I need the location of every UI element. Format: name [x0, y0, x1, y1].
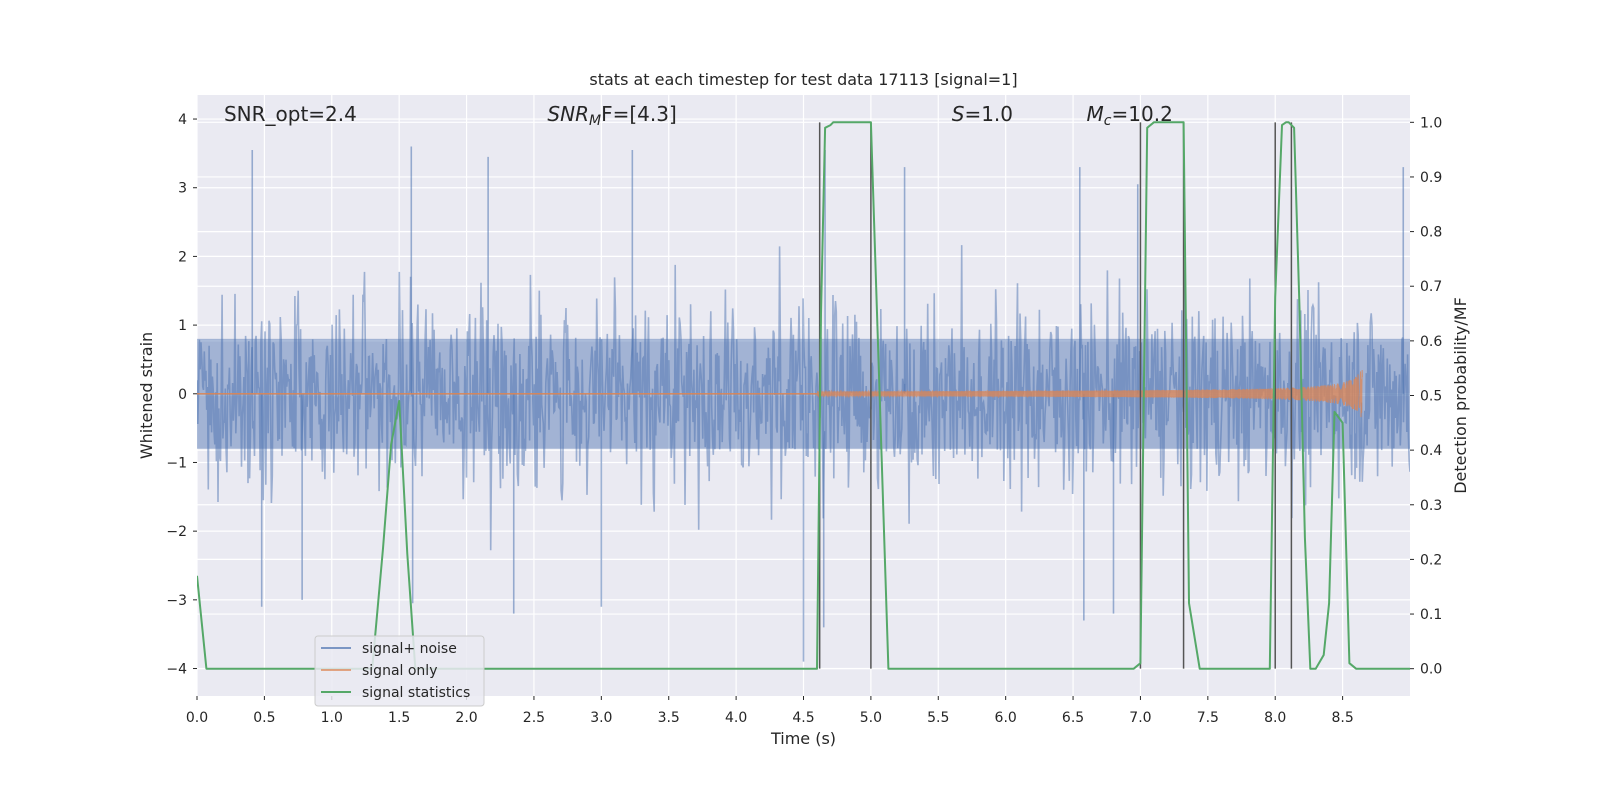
y-left-tick-label: 4 — [178, 112, 187, 128]
y-right-tick-label: 0.4 — [1420, 443, 1442, 459]
x-tick-label: 7.0 — [1129, 710, 1151, 726]
vertical-markers — [818, 122, 1293, 669]
series-signal-statistics — [197, 121, 1410, 670]
legend-label-signal-only: signal only — [362, 663, 437, 679]
y-left-tick-label: 3 — [178, 181, 187, 197]
x-axis-label: Time (s) — [770, 729, 836, 748]
x-tick-label: 5.0 — [860, 710, 882, 726]
x-tick-label: 6.0 — [995, 710, 1017, 726]
x-tick-label: 0.0 — [186, 710, 208, 726]
y-right-axis-label: Detection probability/MF — [1451, 297, 1470, 494]
x-tick-label: 4.5 — [792, 710, 814, 726]
x-tick-label: 3.0 — [590, 710, 612, 726]
legend-box — [314, 635, 485, 707]
x-tick-label: 0.5 — [253, 710, 275, 726]
y-left-tick-label: 0 — [178, 387, 187, 403]
y-right-tick-label: 0.0 — [1420, 662, 1442, 678]
y-left-tick-label: −4 — [166, 662, 187, 678]
annotation: Mc=10.2 — [1087, 102, 1173, 129]
y-right-tick-label: 0.3 — [1420, 498, 1442, 514]
annotation: S=1.0 — [952, 102, 1013, 126]
y-right-tick-label: 1.0 — [1420, 115, 1442, 131]
x-tick-label: 4.0 — [725, 710, 747, 726]
x-tick-label: 3.5 — [658, 710, 680, 726]
y-left-tick-label: 2 — [178, 249, 187, 265]
y-right-axis-ticks: 0.0 0.1 0.2 0.3 0.4 0.5 0.6 0.7 0.8 0.9 1.0 — [1410, 115, 1442, 678]
y-left-axis-label: Whitened strain — [137, 332, 156, 459]
y-left-tick-label: −1 — [166, 455, 187, 471]
chart-title: stats at each timestep for test data 171… — [589, 70, 1017, 89]
y-left-tick-label: −3 — [166, 593, 187, 609]
legend-label-signal-noise: signal+ noise — [362, 641, 457, 657]
x-tick-label: 1.0 — [321, 710, 343, 726]
y-left-axis-ticks: −4 −3 −2 −1 0 1 2 3 4 — [166, 112, 197, 678]
x-tick-label: 5.5 — [927, 710, 949, 726]
y-left-tick-label: −2 — [166, 524, 187, 540]
annotations: SNR_opt=2.4 SNRMF=[4.3] S=1.0 Mc=10.2 — [224, 102, 1173, 129]
y-right-tick-label: 0.9 — [1420, 170, 1442, 186]
x-tick-label: 8.0 — [1264, 710, 1286, 726]
legend-label-signal-statistics: signal statistics — [362, 685, 470, 701]
noise-trace — [197, 245, 1410, 551]
y-right-tick-label: 0.7 — [1420, 279, 1442, 295]
x-tick-label: 6.5 — [1062, 710, 1084, 726]
y-right-tick-label: 0.6 — [1420, 334, 1442, 350]
y-left-tick-label: 1 — [178, 318, 187, 334]
legend: signal+ noise signal only signal statist… — [314, 635, 485, 707]
annotation: SNRMF=[4.3] — [547, 102, 676, 129]
x-tick-label: 1.5 — [388, 710, 410, 726]
annotation: SNR_opt=2.4 — [224, 102, 357, 126]
y-right-tick-label: 0.8 — [1420, 225, 1442, 241]
y-right-tick-label: 0.2 — [1420, 552, 1442, 568]
x-tick-label: 7.5 — [1197, 710, 1219, 726]
y-right-tick-label: 0.5 — [1420, 389, 1442, 405]
series-signal-only — [816, 369, 1363, 418]
y-right-tick-label: 0.1 — [1420, 607, 1442, 623]
x-tick-label: 2.5 — [523, 710, 545, 726]
x-axis-ticks: 0.0 0.5 1.0 1.5 2.0 2.5 3.0 3.5 4.0 4.5 5.0 5.5 6.0 6… — [186, 696, 1354, 726]
x-tick-label: 8.5 — [1331, 710, 1353, 726]
x-tick-label: 2.0 — [455, 710, 477, 726]
